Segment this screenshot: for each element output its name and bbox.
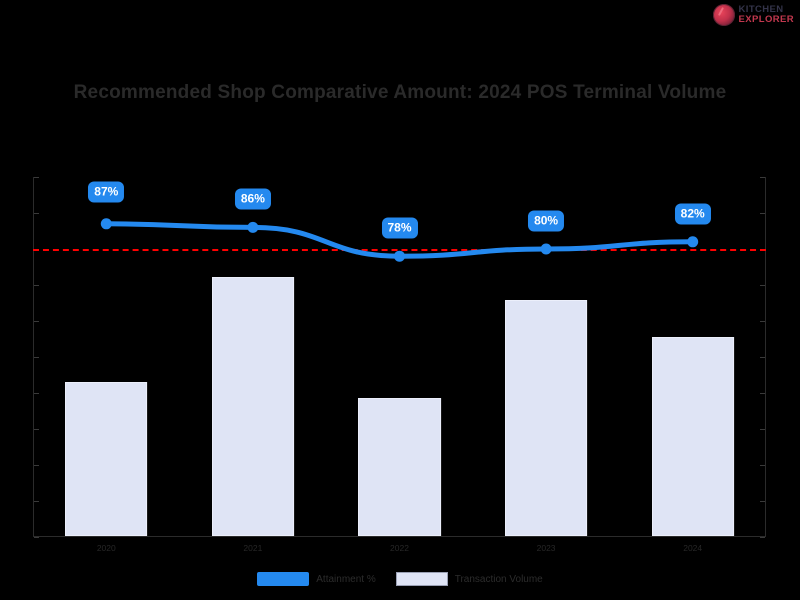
logo-line-1: KITCHEN xyxy=(738,4,784,16)
legend-label-bar: Transaction Volume xyxy=(454,573,543,585)
logo-wordmark: KITCHEN EXPLORER xyxy=(739,5,794,24)
legend-item-bar[interactable]: Transaction Volume xyxy=(395,572,543,586)
brand-logo: KITCHEN EXPLORER xyxy=(712,4,794,26)
right-tick xyxy=(760,177,765,178)
left-tick xyxy=(34,285,39,286)
x-axis-label: 2021 xyxy=(243,543,263,553)
line-series xyxy=(100,218,699,262)
line-point[interactable] xyxy=(540,243,552,255)
left-tick xyxy=(34,357,39,358)
right-tick xyxy=(760,501,765,502)
point-label: 80% xyxy=(528,210,565,232)
legend-swatch-bar-icon xyxy=(395,572,448,586)
bar[interactable] xyxy=(651,337,734,536)
point-label: 86% xyxy=(234,188,271,210)
right-tick xyxy=(760,393,765,394)
line-point[interactable] xyxy=(247,221,259,233)
line-point[interactable] xyxy=(100,218,112,230)
left-tick xyxy=(34,321,39,322)
bar[interactable] xyxy=(65,382,148,536)
left-axis-line xyxy=(33,177,34,537)
x-axis-label: 2020 xyxy=(96,543,116,553)
right-tick xyxy=(760,465,765,466)
legend-swatch-line-icon xyxy=(257,572,310,586)
plot-area: 100%90%80%70%60%50%40%30%20%10%0% 5,5004… xyxy=(33,177,766,553)
right-tick xyxy=(760,213,765,214)
line-point[interactable] xyxy=(687,236,699,248)
x-axis-line xyxy=(33,536,766,537)
bar[interactable] xyxy=(505,300,588,536)
logo-line-2: EXPLORER xyxy=(738,14,794,25)
x-axis-label: 2024 xyxy=(683,543,703,553)
left-tick xyxy=(34,393,39,394)
bar[interactable] xyxy=(358,397,441,536)
right-tick xyxy=(760,321,765,322)
right-axis-line xyxy=(765,177,766,537)
left-tick xyxy=(34,177,39,178)
chart-title: Recommended Shop Comparative Amount: 202… xyxy=(73,82,727,103)
point-label: 82% xyxy=(674,203,711,225)
right-tick xyxy=(760,357,765,358)
legend-label-line: Attainment % xyxy=(316,573,376,585)
right-tick xyxy=(760,429,765,430)
left-tick xyxy=(34,501,39,502)
right-tick xyxy=(760,537,765,538)
line-point[interactable] xyxy=(394,250,405,262)
bar[interactable] xyxy=(211,276,294,536)
left-tick xyxy=(34,429,39,430)
x-axis-label: 2023 xyxy=(536,543,556,553)
target-line xyxy=(33,249,766,251)
left-tick xyxy=(34,213,39,214)
point-label: 87% xyxy=(88,181,125,203)
x-axis-label: 2022 xyxy=(390,543,409,553)
left-tick xyxy=(34,465,39,466)
legend-item-line[interactable]: Attainment % xyxy=(257,572,376,586)
left-tick xyxy=(34,537,39,538)
logo-mark-icon xyxy=(712,4,735,26)
chart-legend: Attainment % Transaction Volume xyxy=(0,572,800,586)
point-label: 78% xyxy=(381,217,418,239)
right-tick xyxy=(760,285,765,286)
